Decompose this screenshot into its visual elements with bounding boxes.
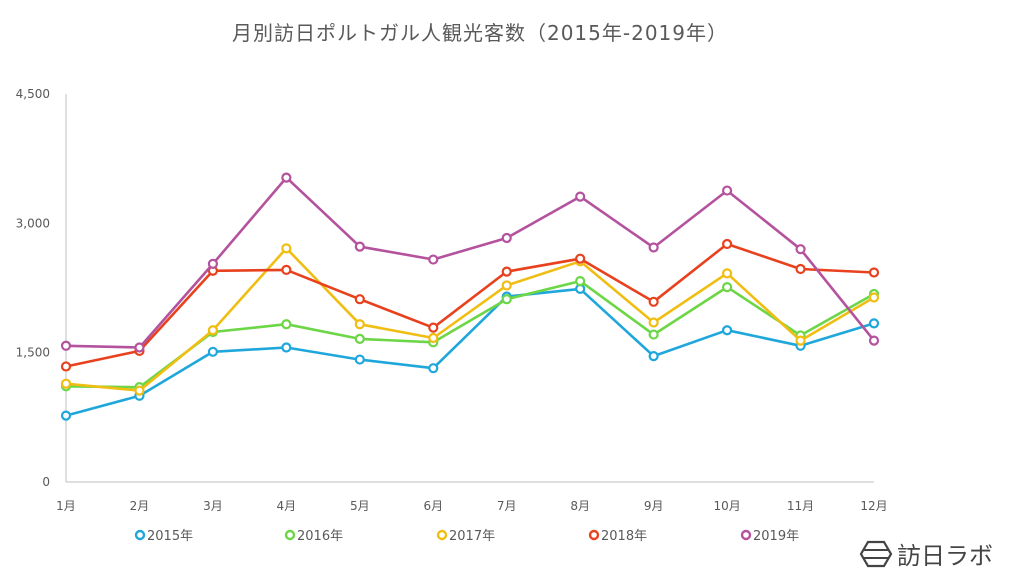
data-point [428,332,439,344]
data-point [60,361,72,372]
data-point [428,322,439,333]
series-3 [60,243,880,396]
y-tick-label: 4,500 [16,87,50,101]
legend-label: 2017年 [449,529,495,544]
y-tick-label: 3,000 [16,216,50,230]
x-tick-label: 4月 [277,499,297,513]
data-point [868,335,880,346]
data-point [868,267,880,278]
x-tick-label: 12月 [860,499,887,513]
data-point [354,319,365,330]
series-line [64,242,876,368]
legend-label: 2015年 [147,529,193,544]
data-point [281,172,292,183]
data-point [134,385,145,396]
x-tick-label: 2月 [130,499,150,513]
chart-title: 月別訪日ポルトガル人観光客数（2015年-2019年） [232,21,728,45]
data-point [868,292,880,303]
data-point [60,410,72,421]
x-tick-label: 6月 [423,499,443,513]
data-point [428,254,439,265]
series-line [64,176,876,349]
data-point [207,346,219,357]
y-tick-label: 0 [42,475,50,489]
data-point [648,242,659,253]
data-point [648,296,659,307]
data-point [501,266,512,277]
x-tick-label: 5月 [350,499,370,513]
data-point [721,238,733,250]
data-point [648,351,659,362]
data-point [795,244,806,255]
data-point [354,294,365,305]
legend-marker [588,529,600,541]
x-tick-label: 1月 [56,499,76,513]
data-point [721,268,733,279]
data-point [868,318,880,329]
data-point [795,263,806,275]
x-axis-ticks: 1月 2月 3月 4月 5月 6月 7月 8月 9月 10月 11月 12月 [56,499,887,513]
series-line [64,247,876,392]
data-point [134,342,145,353]
y-axis-ticks: 0 1,500 3,000 4,500 [16,87,50,489]
data-point [721,185,733,196]
data-point [354,241,365,252]
data-point [354,354,365,365]
legend-label: 2018年 [601,529,647,544]
data-point [281,342,292,353]
logo-icon [859,540,893,568]
logo: 訪日ラボ [859,540,993,570]
data-point [207,325,219,336]
logo-text: 訪日ラボ [897,542,993,570]
data-point [428,363,439,374]
data-point [648,329,659,340]
legend-marker [284,529,296,541]
y-tick-label: 1,500 [16,346,50,360]
x-tick-label: 7月 [497,499,517,513]
data-point [648,317,659,328]
data-point [575,253,586,264]
data-point [281,243,292,254]
x-tick-label: 3月 [203,499,223,513]
data-point [501,280,512,291]
data-point [721,282,733,293]
data-point [281,264,292,275]
x-tick-label: 11月 [787,499,814,513]
data-point [60,378,72,389]
legend-marker [134,529,146,541]
x-tick-label: 8月 [570,499,590,513]
series-5 [60,172,880,353]
legend-label: 2016年 [297,529,343,544]
data-point [575,191,586,202]
data-point [281,319,292,330]
data-point [721,325,733,336]
series-line [64,287,876,417]
data-point [795,335,806,346]
legend-marker [740,529,752,541]
series-layer [60,172,880,421]
data-point [60,340,72,351]
legend-marker [436,529,448,541]
data-point [501,294,512,305]
legend-label: 2019年 [753,529,799,544]
x-tick-label: 10月 [713,499,740,513]
legend: 2015年 2016年 2017年 2018年 2019年 [134,529,799,544]
data-point [501,232,512,244]
data-point [207,258,219,269]
data-point [354,333,365,344]
x-tick-label: 9月 [644,499,664,513]
data-point [575,276,586,287]
